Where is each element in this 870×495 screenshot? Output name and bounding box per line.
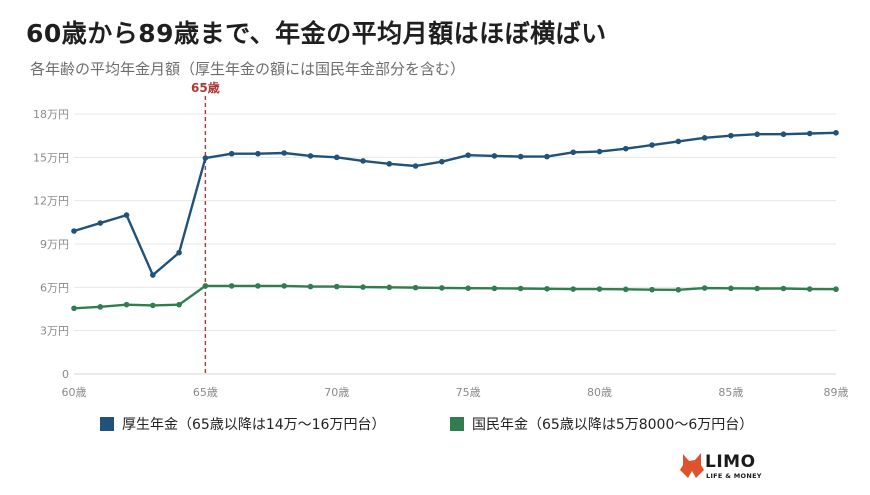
legend-swatch-kokumin	[450, 417, 464, 431]
y-axis-ticks: 0 3万円 6万円 9万円 12万円 15万円 18万円	[33, 108, 69, 381]
data-point-0	[649, 142, 655, 148]
data-point-0	[491, 153, 498, 159]
y-tick-label: 12万円	[33, 195, 69, 208]
data-point-1	[97, 304, 104, 310]
data-point-1	[491, 285, 498, 292]
data-point-0	[386, 161, 393, 167]
data-point-0	[333, 154, 340, 161]
data-point-1	[176, 301, 182, 308]
data-point-0	[806, 130, 813, 137]
data-point-1	[675, 286, 682, 293]
data-point-0	[71, 228, 77, 234]
data-point-0	[570, 149, 577, 156]
data-point-1	[544, 285, 550, 292]
data-point-0	[307, 153, 314, 159]
data-point-1	[255, 283, 261, 289]
legend-swatch-kosei	[100, 417, 114, 431]
chart-subtitle: 各年齢の平均年金月額（厚生年金の額には国民年金部分を含む）	[30, 60, 466, 78]
data-point-0	[544, 153, 550, 160]
data-point-0	[360, 158, 366, 164]
data-point-1	[150, 302, 156, 309]
data-point-1	[780, 285, 787, 292]
data-point-0	[439, 158, 445, 165]
data-point-0	[97, 220, 104, 226]
logo-tagline: LIFE & MONEY	[706, 472, 762, 480]
data-point-1	[596, 286, 603, 292]
y-tick-label: 3万円	[40, 325, 69, 338]
data-point-1	[465, 285, 471, 292]
limo-logo: LIMO LIFE & MONEY	[680, 450, 770, 484]
legend-label-kosei: 厚生年金（65歳以降は14万〜16万円台）	[122, 417, 386, 433]
data-point-0	[255, 150, 261, 157]
chart-title: 60歳から89歳まで、年金の平均月額はほぼ横ばい	[26, 19, 607, 48]
series-line-1	[73, 284, 837, 310]
data-point-0	[465, 152, 471, 158]
data-point-0	[228, 150, 235, 157]
data-point-1	[439, 285, 445, 291]
legend-label-kokumin: 国民年金（65歳以降は5万8000〜6万円台）	[472, 417, 754, 433]
x-tick-label: 85歳	[718, 386, 743, 399]
data-point-1	[412, 284, 419, 291]
data-point-1	[333, 283, 340, 290]
data-point-0	[701, 135, 708, 141]
fox-icon	[680, 453, 704, 478]
data-point-1	[517, 285, 524, 292]
data-point-0	[622, 145, 629, 152]
data-point-0	[833, 129, 839, 136]
data-point-0	[150, 272, 156, 278]
data-point-1	[622, 286, 629, 293]
data-point-1	[386, 284, 393, 291]
data-point-0	[728, 132, 734, 139]
data-point-0	[202, 155, 209, 161]
series	[71, 129, 839, 312]
y-tick-label: 6万円	[40, 281, 69, 294]
logo-wordmark: LIMO	[705, 452, 756, 472]
y-tick-label: 0	[62, 368, 69, 381]
data-point-1	[202, 283, 209, 289]
legend: 厚生年金（65歳以降は14万〜16万円台） 国民年金（65歳以降は5万8000〜…	[0, 414, 870, 436]
series-line-0	[73, 131, 837, 277]
y-tick-label: 9万円	[40, 238, 69, 251]
annotation-label: 65歳	[191, 80, 220, 95]
x-tick-label: 89歳	[824, 386, 849, 399]
data-point-1	[281, 283, 288, 289]
gridlines	[74, 113, 836, 375]
y-tick-label: 15万円	[33, 151, 69, 164]
x-tick-label: 70歳	[324, 386, 349, 399]
x-axis-ticks: 60歳 65歳 70歳 75歳 80歳 85歳 89歳	[62, 386, 849, 399]
data-point-1	[728, 285, 734, 292]
data-point-1	[754, 285, 760, 292]
data-point-1	[228, 283, 235, 289]
data-point-0	[675, 138, 682, 145]
data-point-0	[780, 131, 787, 138]
data-point-1	[360, 284, 366, 290]
legend-item-kosei: 厚生年金（65歳以降は14万〜16万円台）	[100, 414, 385, 434]
x-tick-label: 80歳	[587, 386, 612, 399]
data-point-1	[701, 285, 708, 291]
x-tick-label: 60歳	[62, 386, 87, 399]
data-point-1	[123, 301, 130, 308]
annotation: 65歳	[191, 80, 220, 374]
data-point-1	[833, 286, 839, 293]
data-point-0	[176, 249, 182, 256]
data-point-1	[307, 283, 314, 290]
data-point-1	[649, 286, 655, 293]
x-tick-label: 75歳	[456, 386, 481, 399]
line-chart: 0 3万円 6万円 9万円 12万円 15万円 18万円 60歳 65歳 70歳 75歳 80歳 85…	[33, 80, 849, 399]
data-point-0	[123, 212, 130, 218]
data-point-1	[570, 286, 577, 292]
data-point-0	[517, 153, 524, 160]
data-point-0	[412, 163, 419, 169]
data-point-0	[281, 150, 288, 156]
data-point-1	[71, 305, 77, 312]
y-tick-label: 18万円	[33, 108, 69, 121]
data-point-0	[754, 131, 760, 138]
data-point-0	[596, 148, 603, 155]
x-tick-label: 65歳	[193, 386, 218, 399]
legend-item-kokumin: 国民年金（65歳以降は5万8000〜6万円台）	[450, 414, 753, 434]
data-point-1	[806, 286, 813, 292]
